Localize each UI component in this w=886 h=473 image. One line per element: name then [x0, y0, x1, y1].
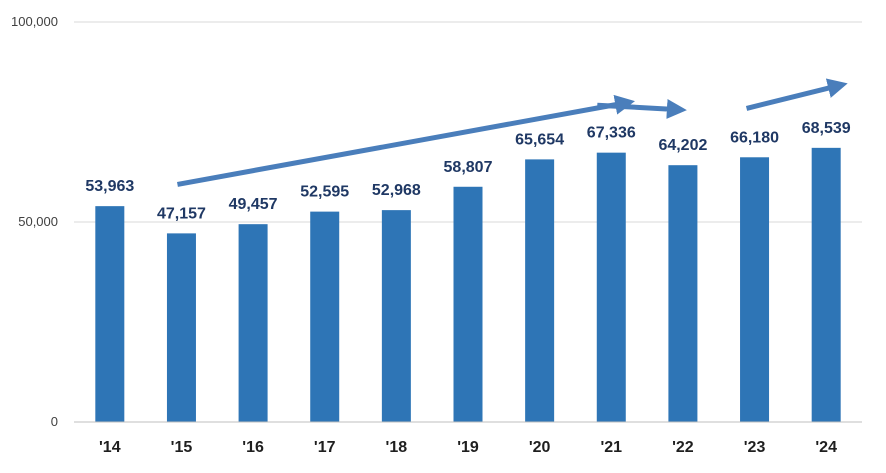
y-tick-label: 100,000	[11, 14, 58, 29]
y-axis-ticks: 0 50,000 100,000	[11, 14, 58, 429]
x-tick-label: '21	[600, 439, 622, 456]
data-label: 58,807	[444, 159, 493, 176]
bar	[381, 210, 411, 422]
bar	[525, 159, 555, 422]
x-axis-ticks: '14 '15 '16 '17 '18 '19 '20 '21 '22 '23 '24	[99, 439, 837, 456]
data-labels: 53,963 47,157 49,457 52,595 52,968 58,807 65,6…	[85, 120, 850, 223]
trend-arrow	[745, 78, 848, 111]
data-label: 65,654	[515, 131, 564, 148]
x-tick-label: '20	[529, 439, 551, 456]
x-tick-label: '22	[672, 439, 694, 456]
data-label: 47,157	[157, 205, 206, 222]
trend-arrow	[177, 94, 636, 187]
data-label: 52,968	[372, 182, 421, 199]
data-label: 66,180	[730, 129, 779, 146]
x-tick-label: '24	[815, 439, 837, 456]
data-label: 52,595	[300, 184, 349, 201]
bar	[668, 165, 698, 422]
y-tick-label: 50,000	[18, 214, 58, 229]
bar	[95, 206, 125, 422]
trend-arrow	[597, 98, 687, 119]
x-tick-label: '23	[744, 439, 766, 456]
x-tick-label: '18	[386, 439, 408, 456]
data-label: 53,963	[85, 178, 134, 195]
bar	[811, 147, 841, 422]
x-tick-label: '17	[314, 439, 336, 456]
bar	[166, 233, 196, 422]
bars	[95, 147, 841, 422]
data-label: 49,457	[229, 196, 278, 213]
bar	[596, 152, 626, 422]
x-tick-label: '15	[171, 439, 193, 456]
x-tick-label: '16	[242, 439, 264, 456]
trend-arrows	[177, 78, 848, 187]
bar	[453, 186, 483, 422]
data-label: 64,202	[658, 137, 707, 154]
x-tick-label: '19	[457, 439, 479, 456]
data-label: 68,539	[802, 120, 851, 137]
bar	[238, 224, 268, 422]
data-label: 67,336	[587, 125, 636, 142]
y-tick-label: 0	[51, 414, 58, 429]
bar	[310, 211, 340, 422]
bar	[740, 157, 770, 422]
x-tick-label: '14	[99, 439, 121, 456]
